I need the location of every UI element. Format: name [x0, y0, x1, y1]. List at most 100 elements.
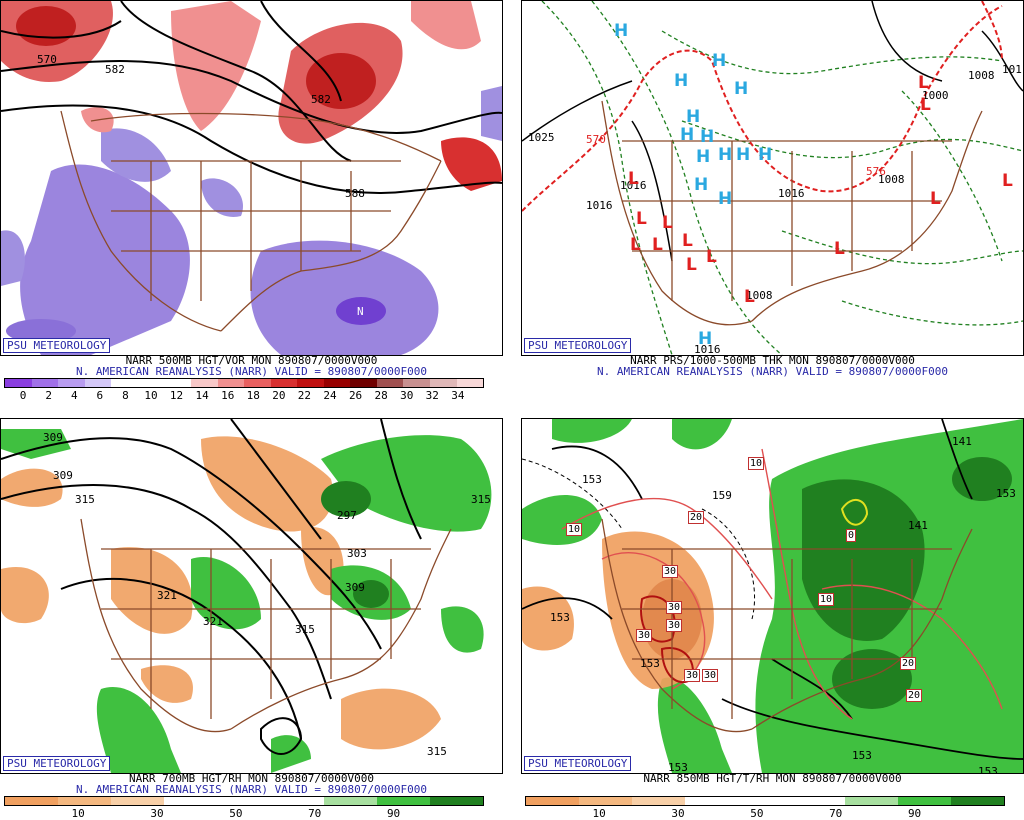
high-pressure-marker: H [758, 145, 773, 165]
colorbar-segment [950, 797, 1004, 805]
colorbar-segment [270, 797, 324, 805]
colorbar-tick-label: 30 [150, 807, 164, 820]
pressure-map-graphic: 1025 570 1016 1016 1016 1008 1008 1000 1… [522, 1, 1023, 355]
high-pressure-marker: H [674, 71, 689, 91]
colorbar-segment [844, 797, 898, 805]
map-pressure: 1025 570 1016 1016 1016 1008 1008 1000 1… [521, 0, 1024, 356]
svg-text:1000: 1000 [922, 89, 949, 102]
svg-text:315: 315 [295, 623, 315, 636]
high-pressure-marker: H [718, 145, 733, 165]
colorbar-segment [5, 379, 32, 387]
colorbar-tick-label: 90 [907, 807, 922, 820]
colorbar-segment [791, 797, 845, 805]
svg-text:153: 153 [550, 611, 570, 624]
vorticity-map-graphic: 570 582 582 588 N [1, 1, 502, 355]
colorbar-tick-label: 90 [386, 807, 401, 820]
low-pressure-marker: L [930, 189, 941, 209]
low-pressure-marker: L [652, 235, 663, 255]
svg-text:153: 153 [582, 473, 602, 486]
colorbar-tick-label: 30 [671, 807, 685, 820]
svg-text:321: 321 [157, 589, 177, 602]
temperature-contour-label: 20 [688, 511, 705, 524]
colorbar-tick-label: 70 [829, 807, 843, 820]
temperature-contour-label: 10 [748, 457, 765, 470]
temperature-contour-label: 10 [818, 593, 835, 606]
colorbar-segment [579, 797, 633, 805]
low-pressure-marker: L [706, 247, 717, 267]
colorbar-tick-label: 32 [425, 389, 439, 402]
high-pressure-marker: H [700, 127, 715, 147]
low-pressure-marker: L [686, 255, 697, 275]
svg-text:153: 153 [668, 761, 688, 773]
colorbar-segment [738, 797, 792, 805]
panel-title: NARR 850MB HGT/T/RH MON 890807/0000V000 [643, 772, 902, 785]
svg-text:1008: 1008 [878, 173, 905, 186]
colorbar-segment [270, 379, 298, 387]
colorbar-segment [84, 379, 112, 387]
panel-subtitle: N. AMERICAN REANALYSIS (NARR) VALID = 89… [76, 365, 427, 378]
high-pressure-marker: H [614, 21, 629, 41]
colorbar-tick-label: 2 [45, 389, 52, 402]
colorbar-segment [58, 797, 112, 805]
colorbar-tick-label: 20 [272, 389, 286, 402]
svg-text:309: 309 [345, 581, 365, 594]
colorbar-tick-label: 24 [323, 389, 337, 402]
high-pressure-marker: H [686, 107, 701, 127]
colorbar-segment [111, 797, 165, 805]
colorbar-segment [58, 379, 85, 387]
colorbar-tick-label: 22 [297, 389, 312, 402]
high-pressure-marker: H [736, 145, 751, 165]
colorbar-segment [5, 797, 59, 805]
svg-text:1008: 1008 [746, 289, 773, 302]
colorbar-segment [190, 379, 218, 387]
svg-text:315: 315 [75, 493, 95, 506]
colorbar-segment [164, 797, 218, 805]
svg-text:309: 309 [43, 431, 63, 444]
svg-text:582: 582 [311, 93, 331, 106]
svg-text:1016: 1016 [778, 187, 805, 200]
colorbar-ticks: 0 2 4 6 8 10 12 14 16 18 20 22 24 26 28 30 32 34 [4, 389, 482, 402]
temperature-contour-label: 30 [702, 669, 719, 682]
high-pressure-marker: H [694, 175, 709, 195]
svg-text:1008: 1008 [968, 69, 995, 82]
low-pressure-marker: L [1002, 171, 1013, 191]
panel-title: NARR 500MB HGT/VOR MON 890807/0000V000 [125, 354, 378, 367]
svg-text:576: 576 [866, 165, 886, 178]
colorbar-tick-label: 12 [169, 389, 184, 402]
svg-text:297: 297 [337, 509, 357, 522]
colorbar-tick-label: 50 [750, 807, 764, 820]
colorbar-tick-label: 4 [70, 389, 78, 402]
temperature-labels: 10 10 20 10 30 30 30 30 30 30 20 20 0 [522, 419, 1023, 773]
high-pressure-marker: H [698, 329, 713, 349]
colorbar-segment [403, 379, 430, 387]
colorbar-segment [323, 797, 377, 805]
colorbar-segment [164, 379, 191, 387]
low-pressure-marker: L [636, 209, 647, 229]
map-500mb: 570 582 582 588 N PSU METEOROLOGY [0, 0, 503, 356]
colorbar-ticks: 10 30 50 70 90 [525, 807, 1003, 820]
svg-text:309: 309 [53, 469, 73, 482]
low-pressure-marker: L [918, 73, 929, 93]
colorbar-tick-label: 26 [348, 389, 363, 402]
colorbar-segment [429, 797, 483, 805]
svg-text:1016: 1016 [694, 343, 721, 355]
high-pressure-marker: H [696, 147, 711, 167]
low-pressure-marker: L [662, 213, 673, 233]
colorbar [525, 796, 1005, 806]
colorbar-segment [376, 797, 430, 805]
colorbar-segment [632, 797, 686, 805]
panel-title: NARR PRS/1000-500MB THK MON 890807/0000V… [630, 354, 915, 367]
high-pressure-marker: H [718, 189, 733, 209]
svg-text:1016: 1016 [586, 199, 613, 212]
colorbar-tick-label: 10 [144, 389, 158, 402]
colorbar-ticks: 10 30 50 70 90 [4, 807, 482, 820]
colorbar-segment [111, 379, 138, 387]
colorbar-tick-label: 10 [592, 807, 606, 820]
high-pressure-marker: H [734, 79, 749, 99]
colorbar-tick-label: 50 [229, 807, 243, 820]
temperature-contour-label: 30 [636, 629, 653, 642]
t850-map-graphic: 153 153 153 153 153 141 141 159 153 153 [522, 419, 1023, 773]
colorbar-segment [376, 379, 404, 387]
low-pressure-marker: L [744, 287, 755, 307]
svg-text:141: 141 [952, 435, 972, 448]
